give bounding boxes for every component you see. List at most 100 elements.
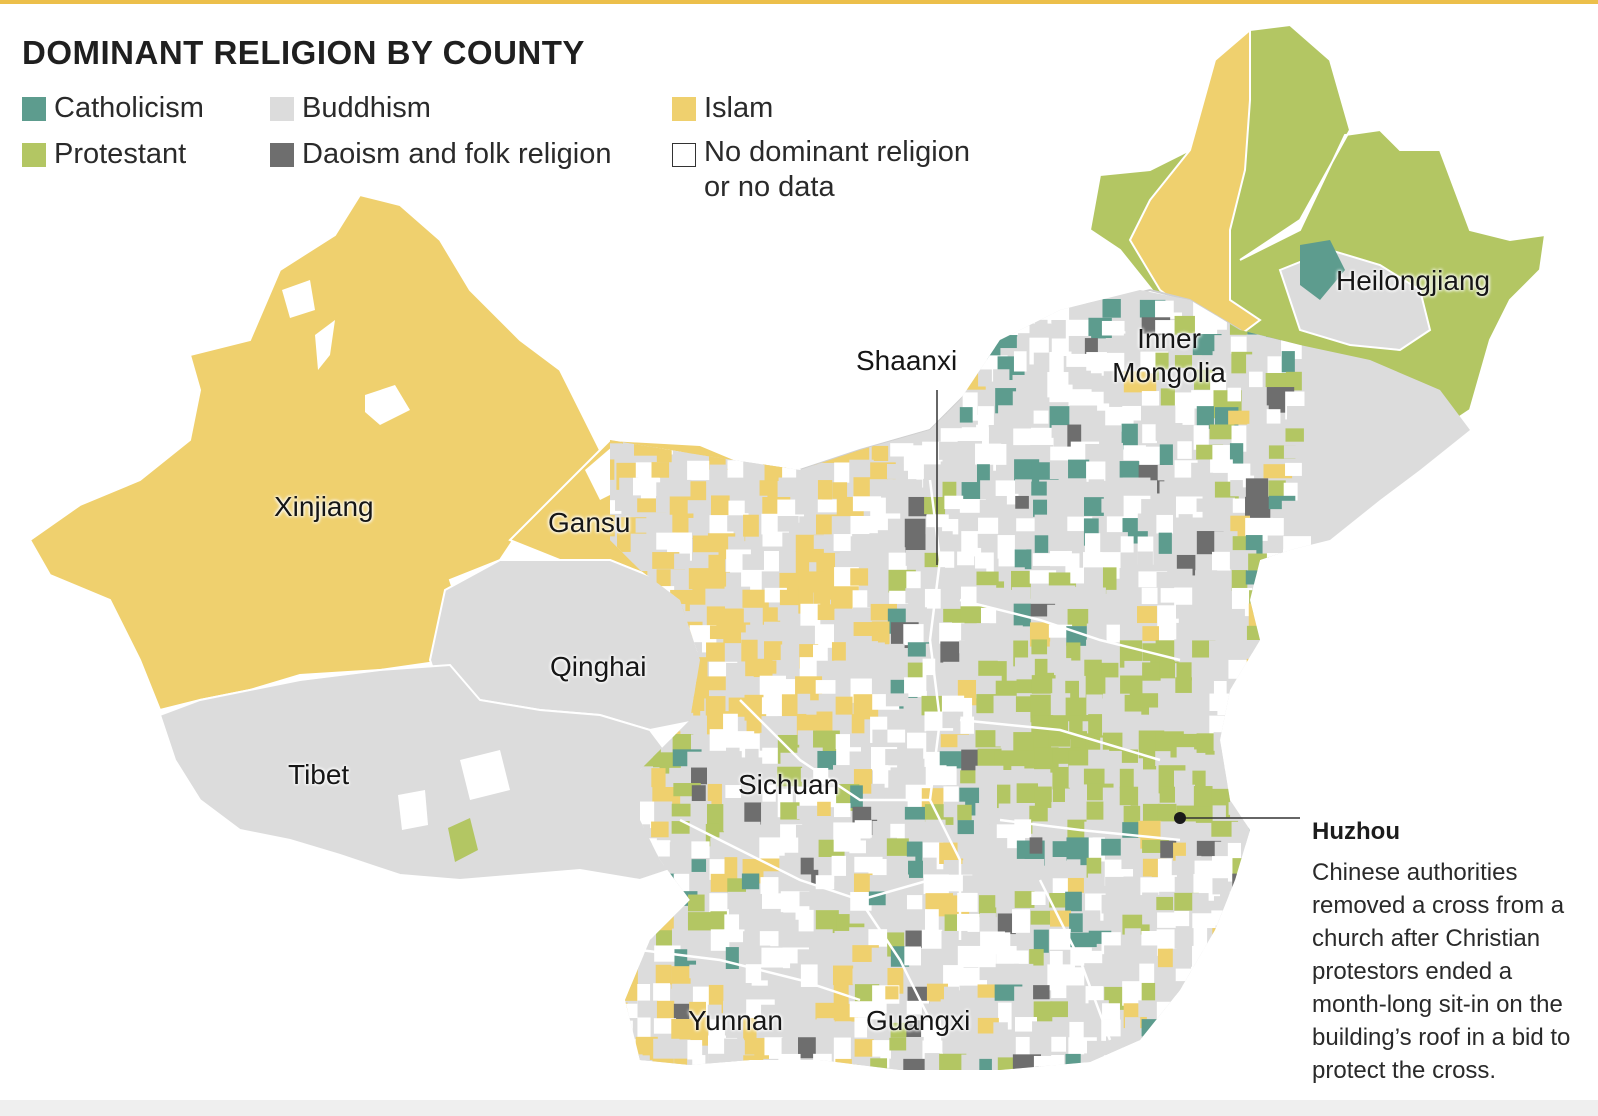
county-cell: [669, 317, 697, 346]
county-cell: [633, 334, 660, 351]
county-cell: [1175, 693, 1191, 711]
county-cell: [1281, 824, 1301, 841]
county-cell: [1101, 498, 1130, 513]
county-cell: [1282, 749, 1309, 769]
county-cell: [1051, 1036, 1067, 1052]
county-cell: [1119, 768, 1134, 791]
county-cell: [1284, 913, 1301, 931]
county-cell: [904, 677, 927, 697]
county-cell: [781, 298, 805, 318]
county-cell: [781, 446, 799, 462]
county-cell: [610, 319, 620, 340]
county-cell: [1282, 838, 1301, 857]
county-cell: [637, 1000, 658, 1019]
county-cell: [610, 369, 622, 386]
county-cell: [1159, 660, 1176, 680]
county-cell: [1069, 661, 1087, 676]
county-cell: [871, 912, 890, 933]
county-cell: [889, 590, 909, 604]
county-cell: [710, 1077, 731, 1105]
county-cell: [849, 840, 866, 854]
county-cell: [925, 765, 947, 786]
county-cell: [1047, 658, 1072, 673]
county-cell: [1139, 1039, 1161, 1063]
legend-item-buddhism: Buddhism: [270, 92, 431, 125]
county-cell: [655, 302, 673, 319]
county-cell: [834, 803, 851, 818]
county-cell: [798, 1037, 816, 1059]
county-cell: [1070, 567, 1088, 584]
county-cell: [1196, 498, 1220, 512]
county-cell: [832, 482, 848, 499]
county-cell: [1122, 891, 1140, 912]
county-cell: [1248, 909, 1267, 927]
county-cell: [670, 1074, 690, 1098]
county-cell: [797, 693, 811, 714]
county-cell: [980, 607, 997, 627]
county-cell: [1015, 495, 1029, 509]
county-cell: [672, 983, 693, 1003]
county-cell: [1250, 824, 1269, 853]
county-cell: [926, 410, 943, 424]
county-cell: [1175, 1020, 1192, 1045]
county-cell: [765, 1074, 785, 1091]
county-cell: [870, 300, 892, 321]
county-cell: [617, 317, 640, 336]
county-cell: [1191, 390, 1218, 409]
county-cell: [764, 641, 783, 661]
county-cell: [1267, 1039, 1290, 1067]
county-cell: [1284, 622, 1312, 636]
county-cell: [921, 929, 943, 949]
county-cell: [1160, 712, 1176, 725]
county-cell: [961, 1073, 986, 1097]
county-cell: [692, 679, 709, 699]
county-cell: [610, 408, 619, 422]
county-cell: [995, 729, 1017, 747]
county-cell: [993, 695, 1017, 716]
county-cell: [1086, 639, 1107, 654]
legend-label-protestant: Protestant: [54, 138, 187, 170]
legend-label-none-line2: or no data: [704, 171, 835, 203]
county-cell: [795, 1073, 818, 1088]
county-cell: [1281, 734, 1310, 754]
county-cell: [1156, 929, 1177, 949]
county-cell: [1157, 1018, 1172, 1033]
county-cell: [1229, 1058, 1249, 1070]
county-cell: [1159, 444, 1173, 468]
county-cell: [1084, 567, 1105, 591]
county-cell: [903, 697, 928, 716]
county-cell: [939, 842, 964, 864]
county-cell: [620, 878, 634, 902]
county-cell: [780, 337, 809, 352]
county-cell: [1138, 769, 1159, 786]
county-cell: [1124, 317, 1145, 332]
county-cell: [869, 479, 893, 499]
county-cell: [1283, 932, 1297, 953]
county-cell: [1033, 1076, 1053, 1089]
county-cell: [1210, 986, 1232, 1008]
county-cell: [957, 551, 975, 566]
county-cell: [908, 496, 928, 517]
legend-label-buddhism: Buddhism: [302, 92, 431, 124]
county-cell: [764, 464, 788, 481]
county-cell: [959, 985, 982, 1004]
county-cell: [852, 428, 878, 444]
county-cell: [1086, 694, 1103, 715]
legend-item-none: No dominant religion or no data: [672, 136, 970, 205]
county-cell: [813, 929, 833, 946]
county-cell: [1248, 1056, 1271, 1070]
county-cell: [636, 801, 656, 829]
county-cell: [1014, 986, 1039, 1003]
county-cell: [905, 550, 927, 566]
county-cell: [959, 335, 979, 351]
county-cell: [871, 551, 889, 567]
county-cell: [1191, 1018, 1210, 1034]
county-cell: [795, 478, 811, 495]
region-label-inner-mongolia: Inner Mongolia: [1094, 322, 1244, 390]
county-cell: [1034, 319, 1048, 335]
county-cell: [1245, 946, 1261, 961]
county-cell: [976, 824, 1003, 842]
county-cell: [637, 370, 664, 392]
county-cell: [1141, 1073, 1163, 1086]
county-cell: [1084, 1053, 1112, 1070]
